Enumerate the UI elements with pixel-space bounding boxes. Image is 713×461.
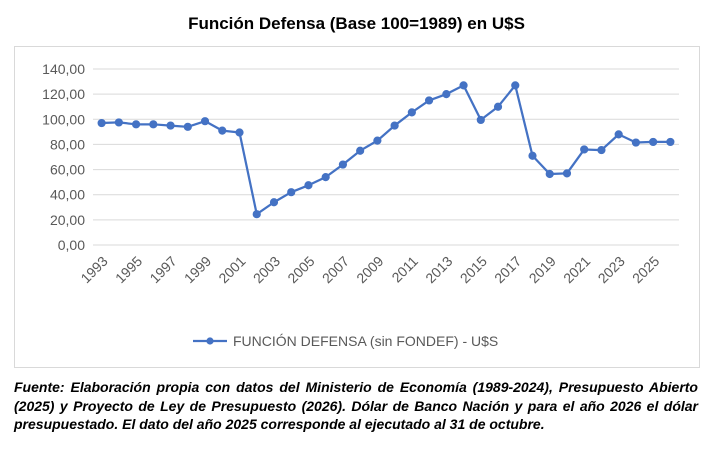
y-tick-label: 20,00 — [50, 212, 85, 228]
series-layer — [97, 81, 675, 219]
data-point — [511, 81, 520, 90]
data-point — [200, 117, 210, 126]
data-point — [338, 160, 348, 169]
data-point — [562, 169, 572, 178]
x-tick-label: 1997 — [146, 253, 179, 286]
x-tick-label: 2017 — [491, 253, 524, 286]
source-label: Fuente: — [14, 379, 65, 395]
y-tick-label: 140,00 — [42, 61, 85, 77]
source-note: Fuente: Elaboración propia con datos del… — [14, 378, 698, 434]
source-text: Elaboración propia con datos del Ministe… — [14, 379, 698, 432]
y-tick-label: 60,00 — [50, 162, 85, 178]
y-tick-label: 100,00 — [42, 111, 85, 127]
data-point — [390, 121, 399, 130]
x-tick-label: 2023 — [595, 253, 628, 286]
data-point — [235, 128, 244, 137]
legend-point-marker — [206, 337, 214, 345]
data-point — [442, 90, 451, 99]
data-point — [545, 169, 554, 179]
y-tick-label: 120,00 — [42, 86, 85, 102]
gridlines — [93, 68, 679, 246]
data-point — [424, 96, 434, 105]
y-axis-ticks: 0,00 20,00 40,00 60,00 80,00 100,00 120,00 140,… — [42, 61, 85, 253]
chart-title: Función Defensa (Base 100=1989) en U$S — [188, 14, 525, 33]
data-point — [407, 108, 416, 117]
x-tick-label: 2015 — [457, 253, 490, 286]
data-point — [649, 137, 658, 147]
y-tick-label: 40,00 — [50, 187, 85, 203]
data-point — [580, 145, 589, 154]
data-point — [252, 210, 261, 219]
legend: FUNCIÓN DEFENSA (sin FONDEF) - U$S — [193, 333, 498, 349]
y-tick-label: 0,00 — [58, 237, 85, 253]
data-point — [614, 130, 623, 139]
x-tick-label: 2013 — [422, 253, 455, 286]
x-tick-label: 2019 — [526, 253, 559, 286]
data-point — [287, 188, 296, 197]
data-point — [373, 136, 382, 145]
data-point — [166, 121, 175, 130]
data-point — [597, 145, 606, 155]
x-axis-ticks: 1993 1995 1997 1999 2001 2003 2005 2007 2009 2011… — [77, 253, 662, 286]
x-tick-label: 1995 — [112, 253, 145, 286]
data-point — [149, 120, 158, 129]
y-tick-label: 80,00 — [50, 136, 85, 152]
data-point — [97, 118, 106, 128]
data-point — [476, 115, 485, 125]
data-point — [114, 118, 123, 127]
x-tick-label: 2001 — [215, 253, 248, 286]
x-tick-label: 2011 — [388, 253, 421, 286]
x-tick-label: 1999 — [181, 253, 214, 286]
data-point — [631, 138, 641, 147]
x-tick-label: 2005 — [284, 253, 317, 286]
data-point — [459, 81, 468, 90]
data-point — [321, 173, 330, 182]
x-tick-label: 2009 — [353, 253, 386, 286]
x-tick-label: 2003 — [250, 253, 283, 286]
data-point — [666, 137, 675, 147]
data-point — [269, 198, 279, 207]
data-point — [131, 120, 141, 129]
data-point — [183, 122, 192, 131]
x-tick-label: 2025 — [629, 253, 662, 286]
data-point — [218, 126, 227, 135]
line-chart: 0,00 20,00 40,00 60,00 80,00 100,00 120,00 140,… — [42, 61, 679, 349]
data-point — [528, 151, 537, 160]
series-line — [101, 84, 671, 216]
x-tick-label: 2007 — [319, 253, 352, 286]
data-point — [493, 102, 503, 111]
data-point — [304, 181, 313, 190]
legend-label: FUNCIÓN DEFENSA (sin FONDEF) - U$S — [233, 333, 498, 349]
data-point — [356, 146, 365, 155]
chart-area: 0,00 20,00 40,00 60,00 80,00 100,00 120,00 140,… — [14, 46, 700, 368]
x-tick-label: 1993 — [77, 253, 110, 286]
x-tick-label: 2021 — [560, 253, 593, 286]
